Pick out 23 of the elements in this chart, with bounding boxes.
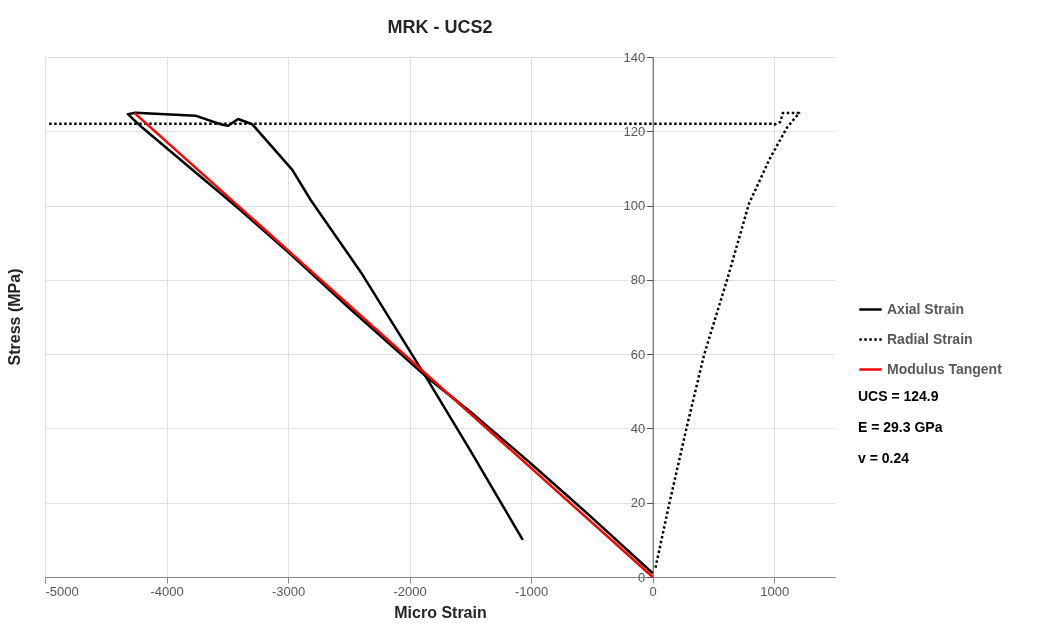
x-tick-label: -4000 bbox=[150, 583, 184, 599]
text: E = 29.3 GPa bbox=[858, 419, 943, 435]
x-tick-label: -3000 bbox=[271, 583, 306, 599]
y-tick-label: 140 bbox=[623, 49, 646, 65]
legend-label: Axial Strain bbox=[887, 300, 965, 317]
x-tick-label: -1000 bbox=[515, 583, 549, 599]
y-tick-label: 80 bbox=[630, 272, 646, 288]
y-axis-title: Stress (MPa) bbox=[6, 268, 23, 366]
y-tick-label: 120 bbox=[623, 123, 646, 139]
legend-label: Modulus Tangent bbox=[887, 360, 1003, 377]
y-tick-label: 60 bbox=[630, 346, 646, 362]
y-tick-label: 40 bbox=[630, 420, 646, 436]
chart-title: MRK - UCS2 bbox=[387, 17, 493, 37]
y-tick-label: 100 bbox=[623, 198, 646, 214]
text: v = 0.24 bbox=[858, 450, 910, 466]
x-tick-label: 1000 bbox=[760, 583, 790, 599]
x-tick-label: -5000 bbox=[45, 583, 79, 599]
x-axis-title: Micro Strain bbox=[394, 603, 487, 621]
x-tick-label: 0 bbox=[649, 583, 657, 599]
x-tick-label: -2000 bbox=[393, 583, 427, 599]
legend-label: Radial Strain bbox=[887, 330, 973, 347]
text: UCS = 124.9 bbox=[858, 388, 939, 404]
y-tick-label: 20 bbox=[630, 495, 646, 511]
